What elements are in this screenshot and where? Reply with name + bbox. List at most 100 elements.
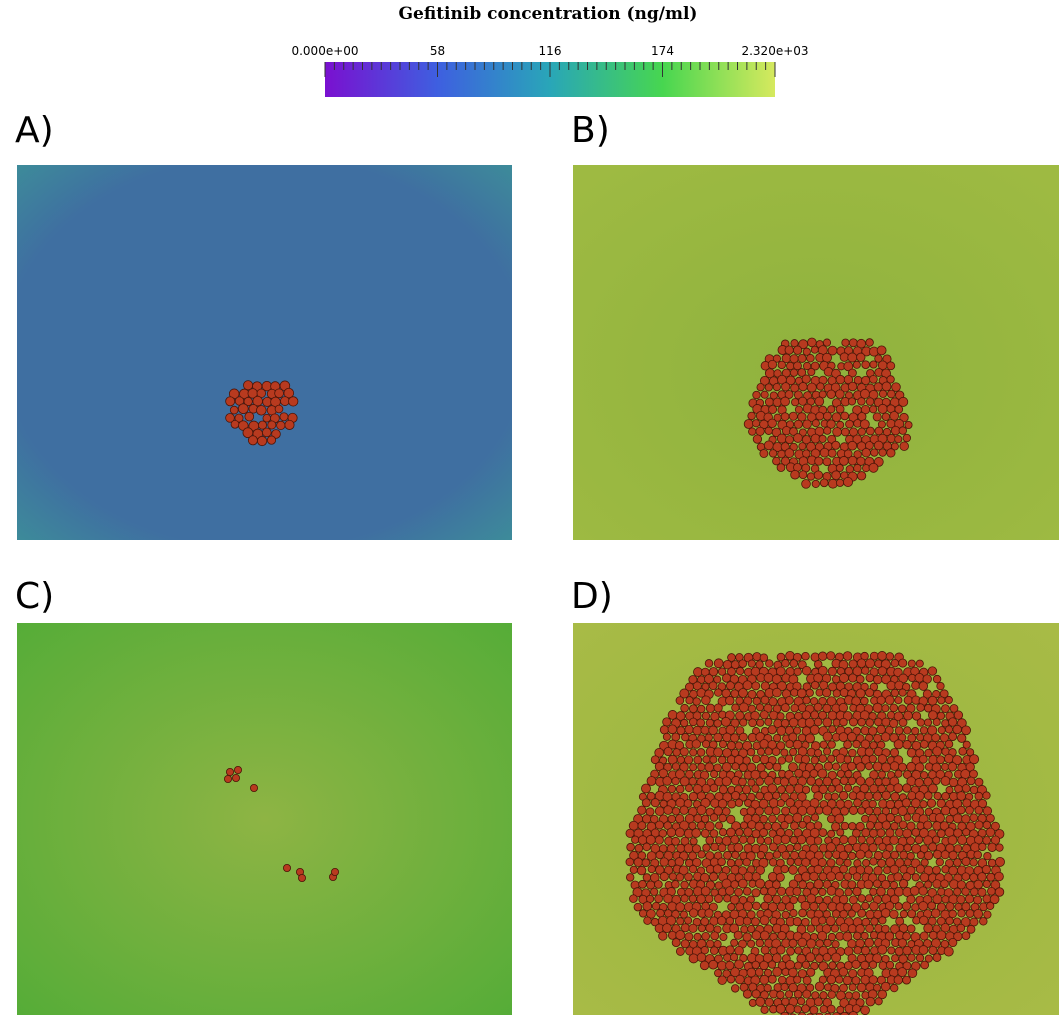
cell [708,681,718,691]
cell [793,419,803,429]
cell [847,381,858,392]
cell [810,680,820,690]
cell [843,449,853,459]
cell [819,740,828,749]
cell [827,829,836,838]
cell [886,680,896,691]
cell [675,711,686,721]
cell [768,405,778,414]
cell [861,901,870,911]
cell [759,915,770,926]
cell [713,675,722,684]
cell [704,821,715,832]
cell [684,724,694,735]
cell [865,397,875,406]
cell [957,733,967,743]
cell [857,397,866,406]
cell [898,718,908,727]
cell [801,917,810,927]
cell [982,820,992,830]
cell [877,784,886,794]
cell [903,843,912,853]
cell [977,872,987,882]
cell [848,791,858,801]
cell [919,844,929,854]
cell [834,871,845,882]
cell [831,940,840,949]
cell [717,843,727,853]
cell [785,739,794,749]
cell [857,894,866,903]
cell [985,813,995,823]
cell [692,725,703,736]
cell [780,982,789,992]
cell [817,768,828,779]
cell [827,448,837,458]
cell [680,703,689,713]
cell [915,659,924,668]
cell [839,776,849,785]
cell [794,405,803,414]
cell [680,939,690,949]
cell [848,822,857,831]
cell [819,447,830,458]
cell [885,960,895,970]
cell [902,931,911,941]
cell [936,755,945,765]
cell [882,427,892,437]
cell [941,704,950,713]
cell [730,938,739,947]
cell [755,426,765,436]
cell [962,828,971,837]
cell [813,864,823,875]
cell [869,828,878,838]
cell [667,930,677,940]
cell [704,659,714,668]
cell [916,733,925,742]
cell [773,369,782,378]
cell [894,680,904,691]
cell [815,954,824,963]
cell [789,747,798,756]
cell [666,915,677,926]
cell [788,967,798,978]
cell [708,959,719,970]
cell [826,1004,836,1014]
cell [899,441,909,451]
cell [654,894,663,904]
cell [772,383,781,392]
cell [864,791,874,801]
cell [637,805,647,815]
cell [839,673,849,683]
cell [725,695,735,706]
cell [797,937,808,948]
cell [771,953,782,963]
cell [746,748,756,757]
cell [887,946,896,955]
cell [789,835,798,845]
cell [974,820,984,830]
cell [840,1011,850,1015]
cell [756,718,765,727]
cell [922,689,932,699]
cell [626,842,635,852]
cell [283,387,295,399]
cell [851,902,862,913]
cell [717,857,726,867]
cell [247,435,258,446]
cell [675,784,685,794]
cell [751,784,760,793]
cell [932,924,941,933]
cell [848,851,857,860]
cell [693,755,703,765]
cell [666,827,677,838]
cell [856,658,867,668]
cell [865,923,875,933]
cell [806,967,816,977]
cell [734,887,743,897]
cell [974,805,984,815]
cell [793,726,802,735]
cell [631,835,640,844]
cell [701,783,711,794]
cell [855,821,865,832]
